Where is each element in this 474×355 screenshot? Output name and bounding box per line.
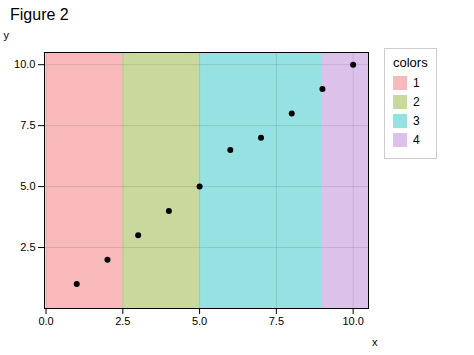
svg-text:7.5: 7.5 <box>269 315 284 327</box>
svg-text:5.0: 5.0 <box>192 315 207 327</box>
html-text:3: 3 <box>413 114 420 128</box>
svg-text:x: x <box>372 336 378 348</box>
html-text:4: 4 <box>413 133 420 147</box>
svg-text:0.0: 0.0 <box>38 315 53 327</box>
svg-text:7.5: 7.5 <box>20 119 35 131</box>
html-text:colors: colors <box>393 55 428 70</box>
html-text:1: 1 <box>413 76 420 90</box>
html-text:2: 2 <box>413 95 420 109</box>
svg-text:10.0: 10.0 <box>342 315 363 327</box>
svg-text:2.5: 2.5 <box>115 315 130 327</box>
svg-text:y: y <box>4 29 10 41</box>
svg-text:5.0: 5.0 <box>20 180 35 192</box>
svg-text:10.0: 10.0 <box>14 58 35 70</box>
svg-text:2.5: 2.5 <box>20 241 35 253</box>
html-text:Figure 2: Figure 2 <box>10 6 69 23</box>
